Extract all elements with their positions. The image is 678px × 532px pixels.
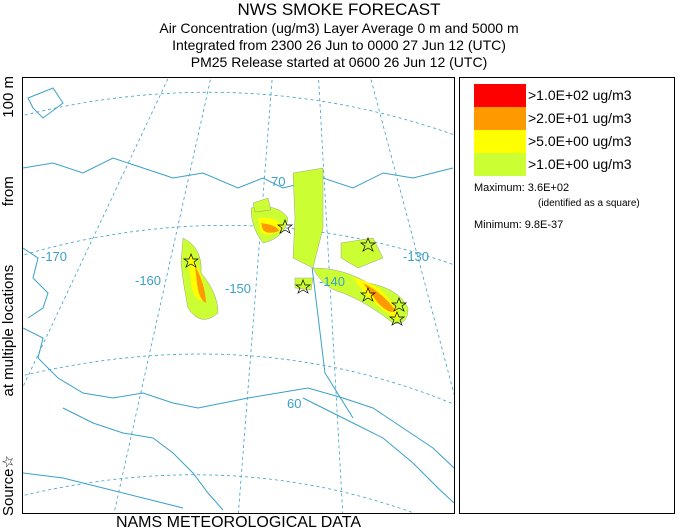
latitude-line-65 bbox=[23, 224, 454, 266]
plume-mid-high bbox=[195, 266, 206, 303]
maximum-note: (identified as a square) bbox=[538, 198, 640, 209]
side-label-source: Source bbox=[0, 468, 17, 516]
longitude-label-130: -130 bbox=[403, 249, 430, 264]
star-outline-icon bbox=[359, 237, 377, 252]
latitude-label-60: 60 bbox=[287, 396, 302, 411]
plume-low bbox=[292, 167, 324, 269]
star-outline-icon: ☆ bbox=[0, 455, 17, 469]
meridian-170 bbox=[23, 78, 169, 388]
latitude-line-60 bbox=[23, 353, 454, 405]
plume-mid-high bbox=[363, 283, 395, 312]
legend-swatch bbox=[474, 153, 526, 176]
legend-label: >5.0E+00 ug/m3 bbox=[528, 133, 632, 149]
legend-item: >1.0E+02 ug/m3 bbox=[474, 84, 670, 107]
meridian-140 bbox=[318, 78, 344, 513]
source-side-label: Source☆ at multiple locations from 100 m bbox=[0, 76, 19, 516]
legend-item: >5.0E+00 ug/m3 bbox=[474, 130, 670, 153]
legend-item: >1.0E+00 ug/m3 bbox=[474, 153, 670, 176]
data-source-footer: NAMS METEOROLOGICAL DATA bbox=[115, 514, 362, 531]
graticule bbox=[23, 78, 454, 513]
maximum-value: Maximum: 3.6E+02 bbox=[474, 182, 570, 194]
plume-mid-high bbox=[261, 223, 279, 233]
side-label-locations: at multiple locations bbox=[0, 264, 17, 397]
source-markers bbox=[182, 219, 408, 326]
meridian-160 bbox=[113, 78, 212, 513]
coastline bbox=[23, 87, 454, 511]
legend-swatch bbox=[474, 107, 526, 130]
side-label-from: from bbox=[0, 176, 17, 207]
legend-swatch bbox=[474, 130, 526, 153]
map-canvas[interactable] bbox=[23, 78, 454, 513]
smoke-plumes bbox=[180, 167, 409, 324]
longitude-label-160: -160 bbox=[135, 273, 162, 288]
star-outline-icon bbox=[359, 287, 377, 302]
star-outline-icon bbox=[388, 311, 406, 326]
minimum-value: Minimum: 9.8E-37 bbox=[474, 219, 564, 231]
legend-item: >2.0E+01 ug/m3 bbox=[474, 107, 670, 130]
plume-low bbox=[294, 277, 314, 291]
legend-swatch bbox=[474, 84, 526, 107]
star-outline-icon bbox=[390, 297, 408, 312]
meridian-130 bbox=[370, 78, 454, 396]
side-label-height: 100 m bbox=[0, 76, 17, 118]
chart-title: NWS SMOKE FORECAST bbox=[237, 0, 441, 19]
longitude-label-150: -150 bbox=[225, 281, 252, 296]
latitude-label-70: 70 bbox=[271, 174, 286, 189]
map-panel[interactable]: -170 -160 -150 -140 -130 70 60 bbox=[22, 77, 455, 514]
legend-label: >1.0E+02 ug/m3 bbox=[528, 87, 632, 103]
subtitle-integration-period: Integrated from 2300 26 Jun to 0000 27 J… bbox=[172, 37, 506, 53]
star-outline-icon bbox=[294, 279, 312, 294]
legend-label: >2.0E+01 ug/m3 bbox=[528, 110, 632, 126]
legend-panel: >1.0E+02 ug/m3 >2.0E+01 ug/m3 >5.0E+00 u… bbox=[459, 77, 675, 514]
plume-low bbox=[252, 197, 272, 213]
longitude-label-170: -170 bbox=[41, 249, 68, 264]
star-outline-icon bbox=[182, 253, 200, 268]
subtitle-concentration: Air Concentration (ug/m3) Layer Average … bbox=[159, 20, 519, 36]
subtitle-release-start: PM25 Release started at 0600 26 Jun 12 (… bbox=[190, 54, 488, 70]
legend-label: >1.0E+00 ug/m3 bbox=[528, 156, 632, 172]
latitude-line-55 bbox=[23, 474, 415, 513]
star-outline-icon bbox=[276, 219, 294, 234]
latitude-line-70 bbox=[23, 91, 454, 136]
longitude-label-140: -140 bbox=[319, 274, 346, 289]
